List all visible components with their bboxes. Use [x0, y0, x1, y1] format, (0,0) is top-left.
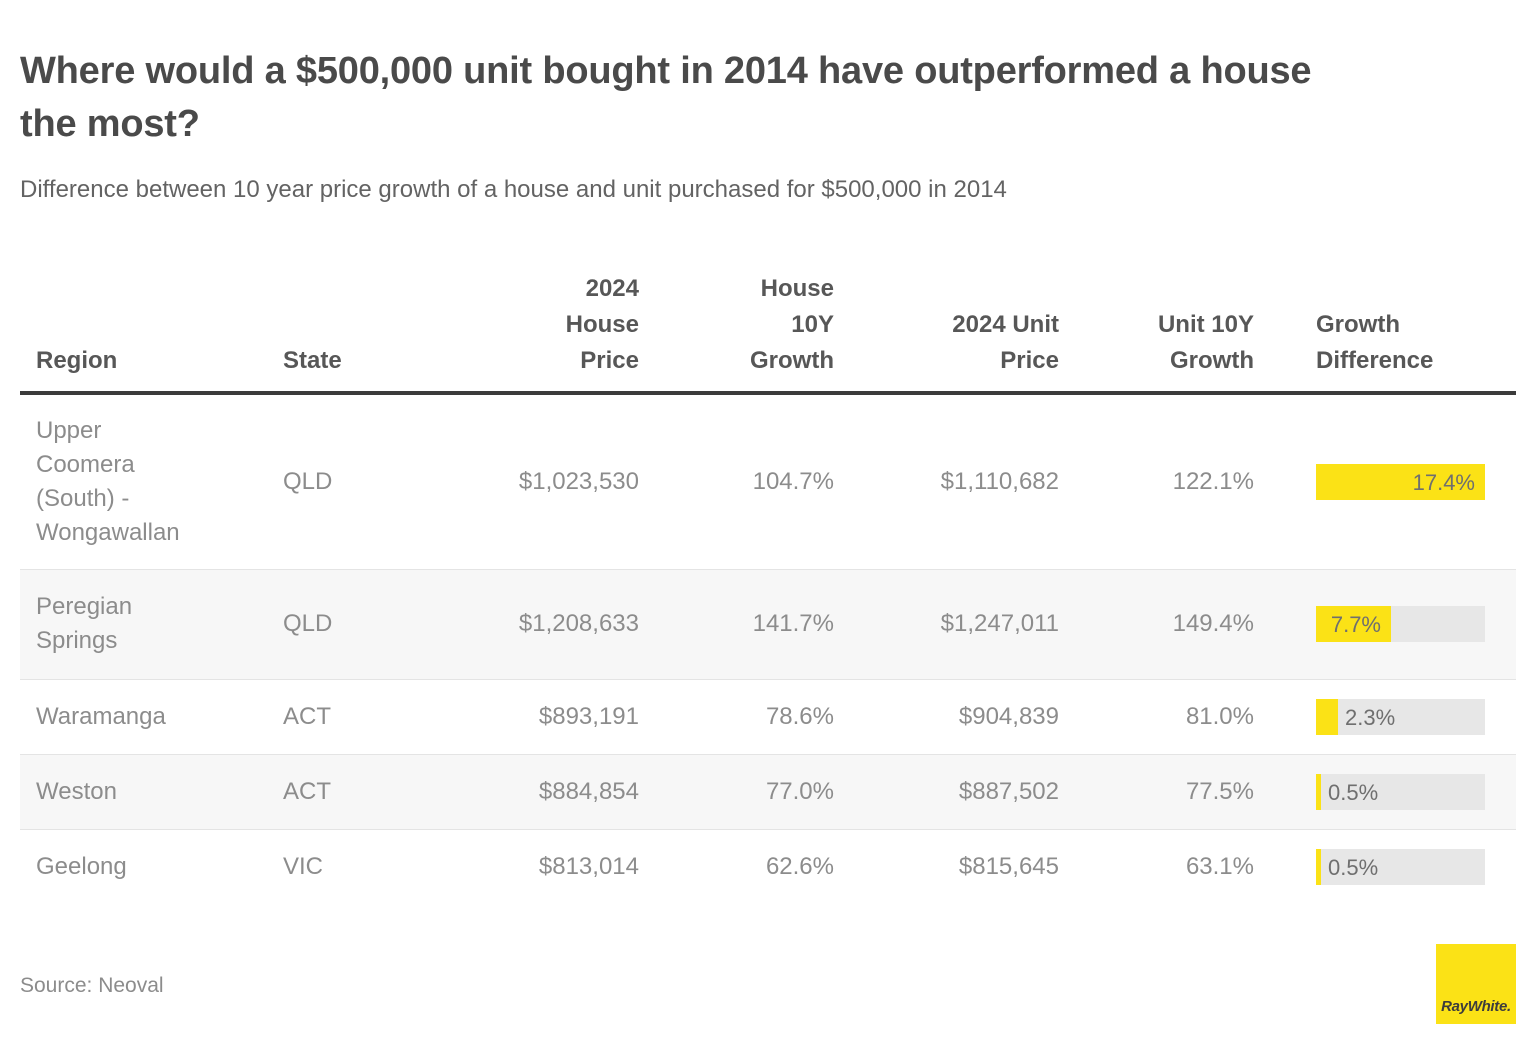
table-row: Weston ACT $884,854 77.0% $887,502 77.5%…: [20, 753, 1516, 829]
bar-value-label: 0.5%: [1328, 779, 1379, 805]
page-subtitle: Difference between 10 year price growth …: [20, 175, 1007, 203]
cell-unit-price: $1,247,011: [940, 610, 1059, 638]
cell-house-price: $884,854: [538, 777, 639, 805]
bar-value-label: 17.4%: [1412, 469, 1475, 495]
cell-region: Peregian Springs: [36, 593, 133, 655]
table-header-row: Region State 2024 House Price House 10Y …: [20, 232, 1516, 395]
cell-house-price: $1,208,633: [518, 610, 639, 638]
growth-difference-bar: 0.5%: [1316, 848, 1485, 885]
growth-difference-bar: 0.5%: [1316, 773, 1485, 810]
cell-state: ACT: [283, 702, 331, 730]
page-title: Where would a $500,000 unit bought in 20…: [20, 50, 1312, 145]
cell-growth-difference: 2.3%: [1260, 698, 1516, 735]
cell-growth-difference: 7.7%: [1260, 606, 1516, 643]
cell-growth-difference: 0.5%: [1260, 848, 1516, 885]
bar-value-label: 7.7%: [1330, 612, 1381, 638]
bar-fill: [1316, 463, 1485, 500]
table-row: Peregian Springs QLD $1,208,633 141.7% $…: [20, 568, 1516, 679]
column-header-house-price: 2024 House Price: [565, 274, 639, 374]
cell-state: VIC: [283, 852, 324, 880]
growth-difference-bar: 7.7%: [1316, 606, 1485, 643]
column-header-region: Region: [36, 346, 118, 374]
cell-house-growth: 62.6%: [765, 852, 834, 880]
cell-region: Upper Coomera (South) - Wongawallan: [36, 416, 180, 546]
bar-fill: [1316, 698, 1338, 735]
bar-fill: [1316, 606, 1391, 643]
cell-growth-difference: 0.5%: [1260, 773, 1516, 810]
cell-state: QLD: [283, 467, 333, 495]
table-row: Geelong VIC $813,014 62.6% $815,645 63.1…: [20, 828, 1516, 904]
cell-growth-difference: 17.4%: [1260, 463, 1516, 500]
cell-unit-growth: 122.1%: [1172, 467, 1254, 495]
cell-unit-growth: 81.0%: [1185, 702, 1254, 730]
growth-difference-bar: 17.4%: [1316, 463, 1485, 500]
cell-unit-price: $815,645: [958, 852, 1059, 880]
cell-house-growth: 104.7%: [752, 467, 834, 495]
cell-state: QLD: [283, 610, 333, 638]
bar-value-label: 2.3%: [1345, 704, 1396, 730]
growth-comparison-table: Region State 2024 House Price House 10Y …: [20, 232, 1516, 904]
cell-house-price: $1,023,530: [518, 467, 639, 495]
source-attribution: Source: Neoval: [20, 973, 164, 997]
growth-difference-bar: 2.3%: [1316, 698, 1485, 735]
table-row: Waramanga ACT $893,191 78.6% $904,839 81…: [20, 678, 1516, 754]
bar-fill: [1316, 773, 1321, 810]
cell-house-price: $893,191: [538, 702, 639, 730]
column-header-house-growth: House 10Y Growth: [750, 274, 834, 374]
cell-unit-price: $904,839: [958, 702, 1059, 730]
footer: Source: Neoval RayWhite.: [20, 943, 1516, 1024]
table-row: Upper Coomera (South) - Wongawallan QLD …: [20, 395, 1516, 569]
cell-house-growth: 78.6%: [765, 702, 834, 730]
cell-house-growth: 77.0%: [765, 777, 834, 805]
cell-unit-price: $887,502: [958, 777, 1059, 805]
cell-unit-growth: 63.1%: [1185, 852, 1254, 880]
cell-state: ACT: [283, 777, 331, 805]
column-header-state: State: [283, 346, 342, 374]
cell-region: Weston: [36, 777, 117, 805]
cell-house-growth: 141.7%: [752, 610, 834, 638]
bar-fill: [1316, 848, 1321, 885]
raywhite-logo-text: RayWhite.: [1441, 997, 1511, 1015]
column-header-unit-growth: Unit 10Y Growth: [1157, 310, 1254, 374]
cell-unit-price: $1,110,682: [940, 467, 1059, 495]
cell-unit-growth: 77.5%: [1185, 777, 1254, 805]
raywhite-logo: RayWhite.: [1436, 943, 1516, 1024]
cell-region: Waramanga: [36, 702, 166, 730]
cell-unit-growth: 149.4%: [1172, 610, 1254, 638]
cell-region: Geelong: [36, 852, 127, 880]
column-header-unit-price: 2024 Unit Price: [952, 310, 1059, 374]
cell-house-price: $813,014: [538, 852, 639, 880]
bar-value-label: 0.5%: [1328, 854, 1379, 880]
column-header-growth-difference: Growth Difference: [1316, 310, 1434, 374]
